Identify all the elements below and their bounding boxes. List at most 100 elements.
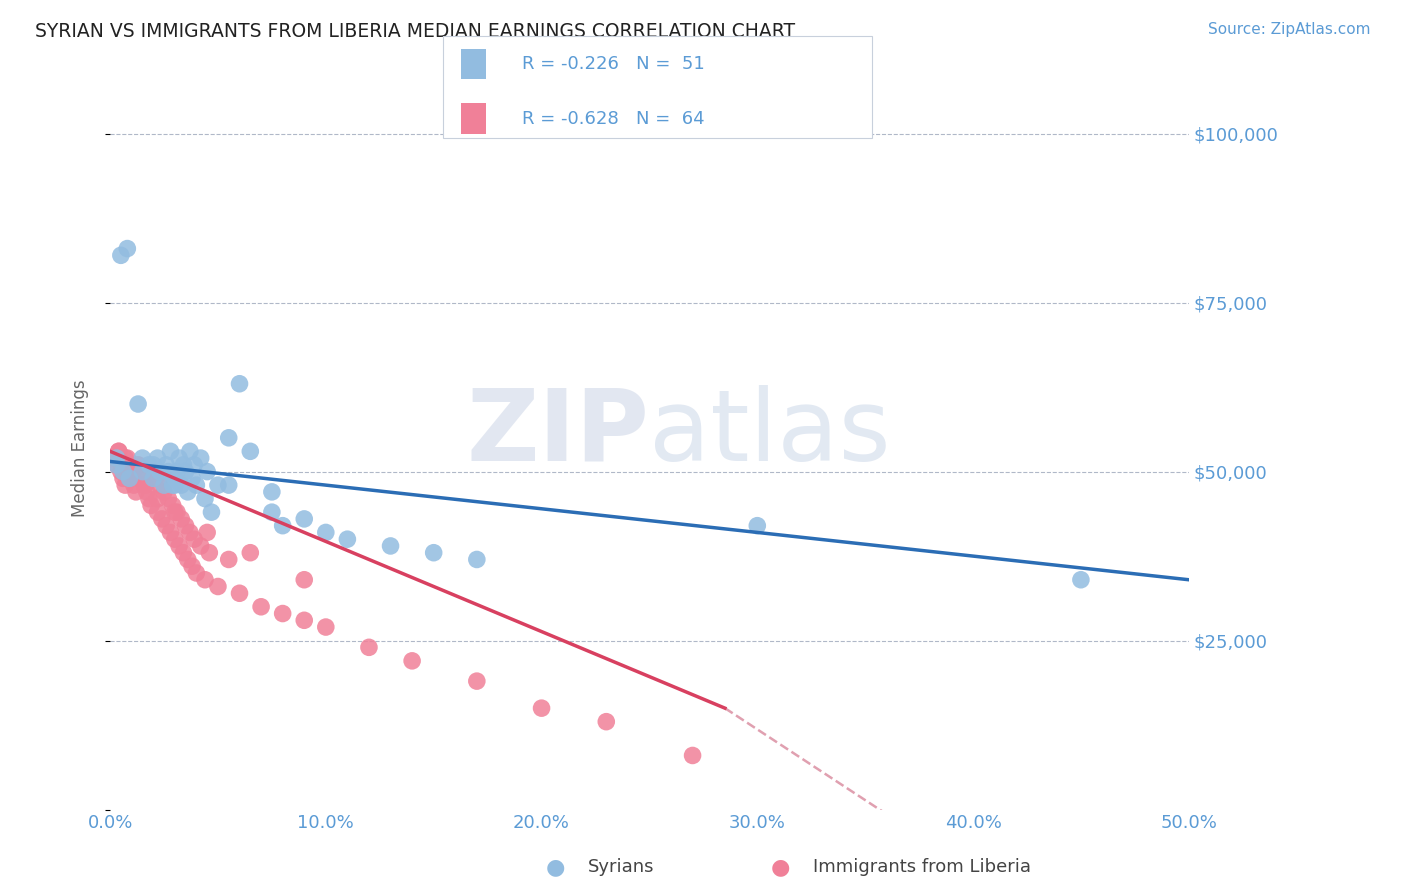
Point (157, 465, 180, 479)
Text: atlas: atlas (650, 385, 891, 482)
Point (162, 478, 184, 492)
Point (142, 471, 165, 485)
Point (465, 674, 488, 689)
Point (138, 491, 160, 506)
Point (170, 478, 193, 492)
Text: SYRIAN VS IMMIGRANTS FROM LIBERIA MEDIAN EARNINGS CORRELATION CHART: SYRIAN VS IMMIGRANTS FROM LIBERIA MEDIAN… (35, 22, 796, 41)
Point (149, 465, 172, 479)
Point (172, 546, 194, 560)
Point (127, 458, 149, 472)
Point (150, 512, 173, 526)
Point (271, 518, 294, 533)
Point (207, 580, 229, 594)
Point (271, 607, 294, 621)
Point (179, 525, 201, 540)
Point (1070, 573, 1092, 587)
Point (186, 478, 208, 492)
Point (292, 573, 315, 587)
Point (174, 465, 197, 479)
Point (166, 505, 188, 519)
Point (103, 451, 125, 466)
Point (107, 444, 129, 458)
Point (139, 499, 162, 513)
Point (155, 518, 177, 533)
Point (125, 484, 148, 499)
Point (131, 465, 153, 479)
Point (122, 478, 145, 492)
Point (114, 478, 136, 492)
Point (117, 451, 139, 466)
Point (163, 478, 186, 492)
Point (181, 559, 204, 574)
Point (218, 478, 240, 492)
Point (111, 471, 134, 485)
Point (183, 458, 205, 472)
Point (153, 484, 176, 499)
Point (118, 465, 141, 479)
Point (107, 444, 129, 458)
Point (135, 484, 157, 499)
Point (110, 248, 132, 262)
Point (183, 532, 205, 546)
Point (195, 465, 218, 479)
Point (336, 532, 359, 546)
Point (163, 471, 186, 485)
Point (114, 451, 136, 466)
Point (465, 552, 488, 566)
Point (163, 532, 186, 546)
Point (131, 451, 153, 466)
Text: Immigrants from Liberia: Immigrants from Liberia (813, 858, 1031, 876)
Point (157, 491, 180, 506)
Point (159, 525, 181, 540)
Point (177, 484, 200, 499)
Point (380, 539, 402, 553)
Point (595, 714, 617, 729)
Text: R = -0.226   N =  51: R = -0.226 N = 51 (522, 55, 704, 73)
Point (239, 444, 262, 458)
Point (121, 471, 143, 485)
Point (218, 431, 240, 445)
Point (117, 242, 139, 256)
Point (177, 552, 200, 566)
Point (159, 444, 181, 458)
Point (142, 465, 165, 479)
Point (142, 458, 165, 472)
Point (134, 478, 156, 492)
Point (195, 525, 218, 540)
Point (174, 518, 197, 533)
Point (239, 546, 262, 560)
Point (228, 376, 250, 391)
Point (170, 512, 193, 526)
Point (146, 505, 169, 519)
Point (357, 640, 380, 655)
Point (292, 512, 315, 526)
Point (315, 525, 337, 540)
Point (134, 478, 156, 492)
Point (118, 471, 141, 485)
Point (162, 499, 184, 513)
Point (228, 586, 250, 600)
Point (127, 397, 149, 411)
Text: Syrians: Syrians (588, 858, 654, 876)
Point (105, 451, 128, 466)
Text: ●: ● (546, 857, 565, 877)
Point (422, 546, 444, 560)
Point (250, 599, 273, 614)
Point (190, 539, 212, 553)
Text: Source: ZipAtlas.com: Source: ZipAtlas.com (1208, 22, 1371, 37)
Point (167, 451, 190, 466)
Point (131, 471, 153, 485)
Point (194, 491, 217, 506)
Point (682, 748, 704, 763)
Point (190, 451, 212, 466)
Text: ZIP: ZIP (467, 385, 650, 482)
Point (149, 478, 172, 492)
Point (167, 539, 190, 553)
Point (260, 484, 283, 499)
Point (105, 458, 128, 472)
Point (146, 451, 169, 466)
Point (315, 620, 337, 634)
Text: R = -0.628   N =  64: R = -0.628 N = 64 (522, 110, 704, 128)
Point (179, 444, 201, 458)
Point (155, 458, 177, 472)
